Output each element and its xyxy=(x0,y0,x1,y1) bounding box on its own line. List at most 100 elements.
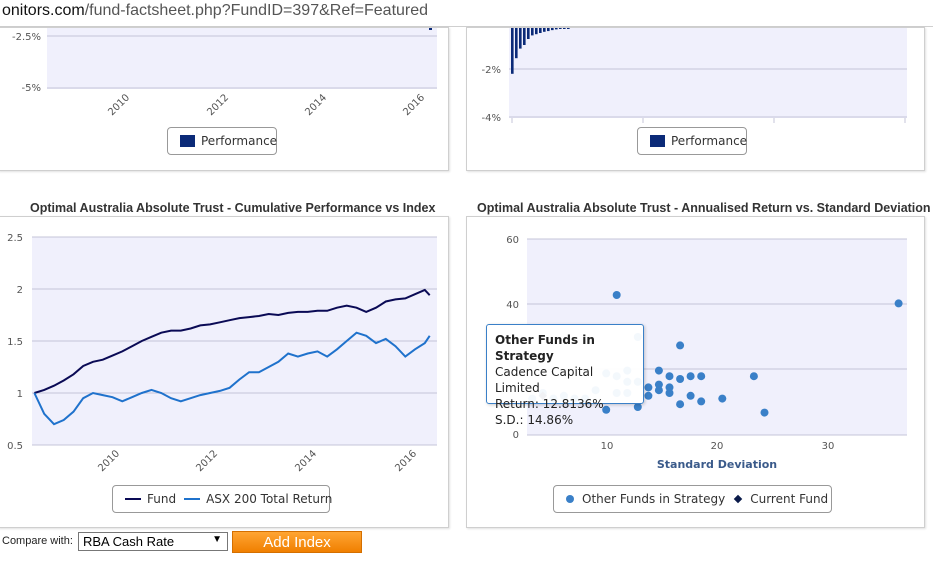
legend-item-other-funds[interactable]: Other Funds in Strategy xyxy=(566,492,725,506)
performance-bar[interactable] xyxy=(567,28,570,29)
other-fund-point[interactable] xyxy=(676,400,685,409)
other-fund-point[interactable] xyxy=(676,341,685,350)
y-tick-label: -5% xyxy=(22,83,41,94)
legend-label: Fund xyxy=(147,492,177,506)
compare-index-select[interactable]: RBA Cash Rate ▼ xyxy=(78,532,228,551)
x-tick-label: 2016 xyxy=(401,92,427,118)
other-fund-point[interactable] xyxy=(760,408,769,417)
legend-item-index[interactable]: ASX 200 Total Return xyxy=(184,492,332,506)
other-fund-point[interactable] xyxy=(686,391,695,400)
y-tick-label: 0.5 xyxy=(7,441,23,452)
compare-selected-value: RBA Cash Rate xyxy=(83,534,175,549)
y-tick-label: -2.5% xyxy=(12,32,41,43)
performance-bar[interactable] xyxy=(543,28,546,32)
legend-item-performance[interactable]: Performance xyxy=(650,134,747,148)
scatter-tooltip: Other Funds in Strategy Cadence Capital … xyxy=(486,324,644,427)
other-fund-point[interactable] xyxy=(894,299,903,308)
other-fund-point[interactable] xyxy=(644,391,653,400)
top-left-legend[interactable]: Performance xyxy=(167,127,277,155)
x-tick-label: 2012 xyxy=(205,92,231,118)
legend-item-current-fund[interactable]: Current Fund xyxy=(733,492,828,506)
performance-bar[interactable] xyxy=(563,28,566,29)
x-tick-label: 10 xyxy=(601,441,614,452)
performance-bar[interactable] xyxy=(511,28,514,74)
legend-item-fund[interactable]: Fund xyxy=(125,492,176,506)
cumulative-line-chart: 2.5 2 1.5 1 0.5 2010 2012 2014 2016 xyxy=(7,233,437,474)
scatter-legend[interactable]: Other Funds in Strategy Current Fund xyxy=(553,485,832,513)
x-tick-label: 2014 xyxy=(293,448,319,474)
x-tick-label: 20 xyxy=(711,441,724,452)
other-fund-point[interactable] xyxy=(676,375,685,383)
other-fund-point[interactable] xyxy=(654,380,663,389)
y-tick-label: 60 xyxy=(506,235,519,246)
performance-bar[interactable] xyxy=(523,28,526,45)
other-fund-point[interactable] xyxy=(665,372,674,381)
scatter-chart-title: Optimal Australia Absolute Trust - Annua… xyxy=(477,201,931,215)
url-text[interactable]: onitors.com/fund-factsheet.php?FundID=39… xyxy=(2,2,428,20)
other-fund-point[interactable] xyxy=(633,403,642,411)
performance-bar[interactable] xyxy=(527,28,530,39)
performance-bar[interactable] xyxy=(531,28,534,36)
x-tick-label: 2014 xyxy=(303,92,329,118)
performance-swatch xyxy=(650,135,665,147)
add-index-button[interactable]: Add Index xyxy=(232,531,362,553)
other-funds-swatch xyxy=(566,495,574,503)
x-tick-label: 2010 xyxy=(106,92,132,118)
other-fund-point[interactable] xyxy=(697,372,706,381)
performance-bar[interactable] xyxy=(535,28,538,35)
current-fund-swatch xyxy=(733,494,743,504)
top-right-bar-chart: -2% -4% xyxy=(482,28,907,124)
dropdown-arrow-icon: ▼ xyxy=(212,534,222,545)
x-tick-label: 2012 xyxy=(194,448,220,474)
cumulative-legend[interactable]: Fund ASX 200 Total Return xyxy=(112,485,332,513)
y-tick-label: -2% xyxy=(482,65,501,76)
performance-bar[interactable] xyxy=(429,28,432,30)
y-tick-label: 2 xyxy=(17,285,23,296)
other-fund-point[interactable] xyxy=(749,372,758,381)
other-fund-point[interactable] xyxy=(665,389,674,397)
tooltip-fund-name: Cadence Capital Limited xyxy=(495,365,594,395)
legend-item-performance[interactable]: Performance xyxy=(180,134,277,148)
other-fund-point[interactable] xyxy=(612,291,621,299)
y-tick-label: 1.5 xyxy=(7,337,23,348)
top-right-legend[interactable]: Performance xyxy=(637,127,747,155)
fund-line[interactable] xyxy=(34,288,431,394)
other-fund-point[interactable] xyxy=(654,386,663,395)
tooltip-sd: S.D.: 14.86% xyxy=(495,413,574,427)
plot-band xyxy=(509,28,907,118)
top-left-bar-chart: -2.5% -5% 2010 2012 2014 2016 xyxy=(12,28,437,118)
performance-bar[interactable] xyxy=(515,28,518,59)
url-path: /fund-factsheet.php?FundID=397&Ref=Featu… xyxy=(84,2,429,19)
performance-bar[interactable] xyxy=(519,28,522,49)
x-axis-label: Standard Deviation xyxy=(657,458,777,471)
y-tick-label: 1 xyxy=(17,389,23,400)
other-fund-point[interactable] xyxy=(697,397,706,406)
other-fund-point[interactable] xyxy=(686,372,695,381)
top-right-performance-panel: -2% -4% Performance xyxy=(466,27,925,171)
performance-bar[interactable] xyxy=(559,28,562,29)
cumulative-chart-title: Optimal Australia Absolute Trust - Cumul… xyxy=(30,201,436,215)
x-tick-label: 30 xyxy=(822,441,835,452)
other-fund-point[interactable] xyxy=(665,383,674,392)
y-tick-label: -4% xyxy=(482,113,501,124)
other-fund-point[interactable] xyxy=(654,366,663,375)
top-left-performance-panel: -2.5% -5% 2010 2012 2014 2016 Performanc… xyxy=(0,27,449,171)
address-bar[interactable]: onitors.com/fund-factsheet.php?FundID=39… xyxy=(0,0,933,27)
other-fund-point[interactable] xyxy=(718,394,727,403)
y-tick-label: 2.5 xyxy=(7,233,23,244)
tooltip-return: Return: 12.8136% xyxy=(495,397,604,411)
performance-bar[interactable] xyxy=(551,28,554,31)
performance-bar[interactable] xyxy=(539,28,542,33)
x-tick-label: 2010 xyxy=(96,448,122,474)
legend-label: Performance xyxy=(671,134,748,148)
performance-swatch xyxy=(180,135,195,147)
other-fund-point[interactable] xyxy=(602,405,611,414)
index-swatch xyxy=(184,498,201,500)
legend-label: ASX 200 Total Return xyxy=(206,492,333,506)
plot-band xyxy=(47,28,437,89)
other-fund-point[interactable] xyxy=(644,383,653,392)
performance-bar[interactable] xyxy=(547,28,550,32)
index-line[interactable] xyxy=(33,331,431,426)
url-host: onitors.com xyxy=(2,2,85,19)
performance-bar[interactable] xyxy=(555,28,558,30)
